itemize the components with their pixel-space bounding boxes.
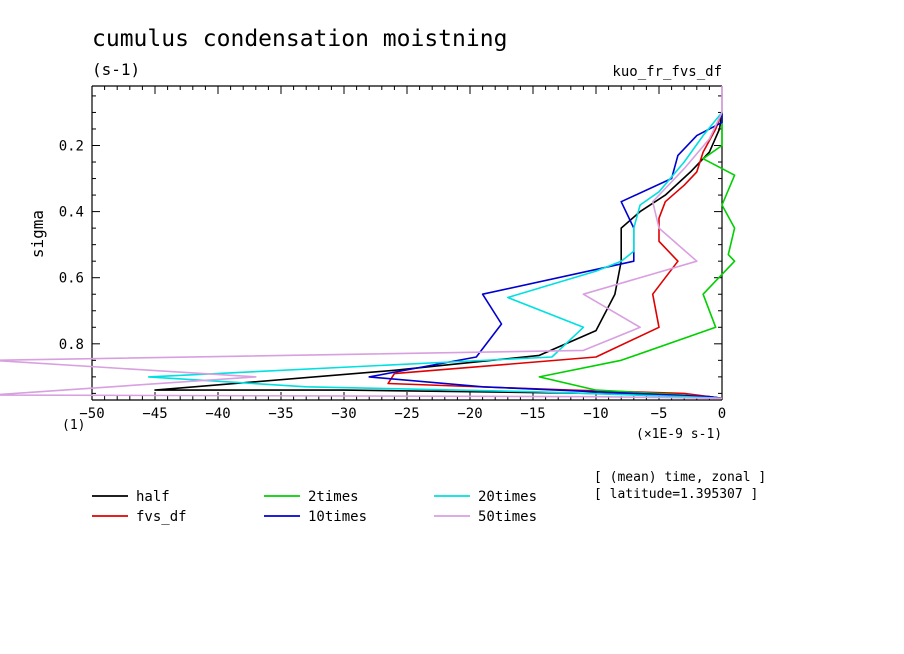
x-tick-label: −25	[394, 406, 419, 422]
chart-title: cumulus condensation moistning	[92, 26, 507, 52]
x-tick-label: −40	[205, 406, 230, 422]
series-line-20times	[147, 111, 723, 400]
x-tick-label: −50	[79, 406, 104, 422]
x-tick-label: −45	[142, 406, 167, 422]
y-tick-labels: 0.2 0.4 0.6 0.8	[59, 138, 84, 352]
legend-label-fvs_df: fvs_df	[136, 509, 187, 525]
legend-label-20times: 20times	[478, 489, 537, 505]
x-tick-label: −30	[331, 406, 356, 422]
y-tick-label: 0.8	[59, 337, 84, 353]
variable-name: kuo_fr_fvs_df	[612, 64, 722, 80]
y-tick-label: 0.6	[59, 271, 84, 287]
units-label: (s-1)	[92, 60, 140, 79]
x-tick-label: −5	[651, 406, 668, 422]
legend-label-10times: 10times	[308, 509, 367, 525]
x-tick-label: −20	[457, 406, 482, 422]
series-line-10times	[368, 112, 723, 400]
series-line-50times	[0, 86, 723, 400]
x-tick-labels: −50 −45 −40 −35 −30 −25 −20 −15 −10 −5 0	[79, 406, 726, 422]
y-tick-label: 0.4	[59, 205, 84, 221]
series-line-half	[154, 112, 723, 400]
x-tick-label: −10	[583, 406, 608, 422]
y-tick-label: 0.2	[59, 138, 84, 154]
legend: half 2times 20times fvs_df 10times 50times	[92, 489, 537, 525]
x-unit-label: (×1E-9 s-1)	[636, 427, 722, 442]
legend-label-2times: 2times	[308, 489, 359, 505]
series-line-fvs_df	[387, 112, 723, 400]
y-axis-label: sigma	[28, 210, 47, 258]
series-line-2times	[538, 112, 736, 400]
x-tick-label: −15	[520, 406, 545, 422]
legend-label-50times: 50times	[478, 509, 537, 525]
y-unit-label: (1)	[62, 418, 85, 433]
x-tick-label: −35	[268, 406, 293, 422]
series-lines	[0, 86, 736, 400]
info-time-zonal: [ (mean) time, zonal ]	[594, 470, 766, 485]
info-latitude: [ latitude=1.395307 ]	[594, 487, 758, 502]
x-tick-label: 0	[718, 406, 726, 422]
legend-label-half: half	[136, 489, 170, 505]
